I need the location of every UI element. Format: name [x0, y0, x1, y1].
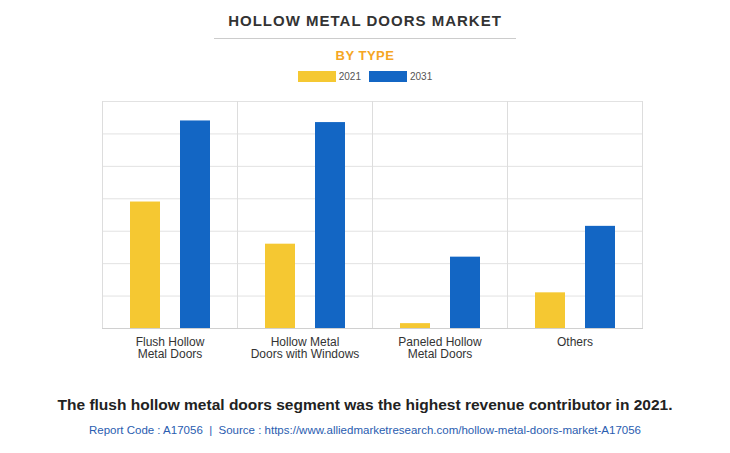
- svg-text:Others: Others: [557, 335, 593, 349]
- html-text:HOLLOW METAL DOORS MARKET: HOLLOW METAL DOORS MARKET: [228, 12, 502, 29]
- html-text:2031: 2031: [410, 71, 433, 82]
- svg-text:Flush HollowMetal Doors: Flush HollowMetal Doors: [136, 335, 205, 361]
- html-text:Report Code : A17056 | Source: Report Code : A17056 | Source : https://…: [89, 424, 641, 436]
- html-text:2021: 2021: [338, 71, 361, 82]
- html-text:The flush hollow metal doors s: The flush hollow metal doors segment was…: [57, 396, 673, 413]
- svg-text:Hollow MetalDoors with Windows: Hollow MetalDoors with Windows: [251, 335, 360, 361]
- html-text:BY TYPE: BY TYPE: [335, 48, 395, 63]
- svg-text:Paneled HollowMetal Doors: Paneled HollowMetal Doors: [398, 335, 482, 361]
